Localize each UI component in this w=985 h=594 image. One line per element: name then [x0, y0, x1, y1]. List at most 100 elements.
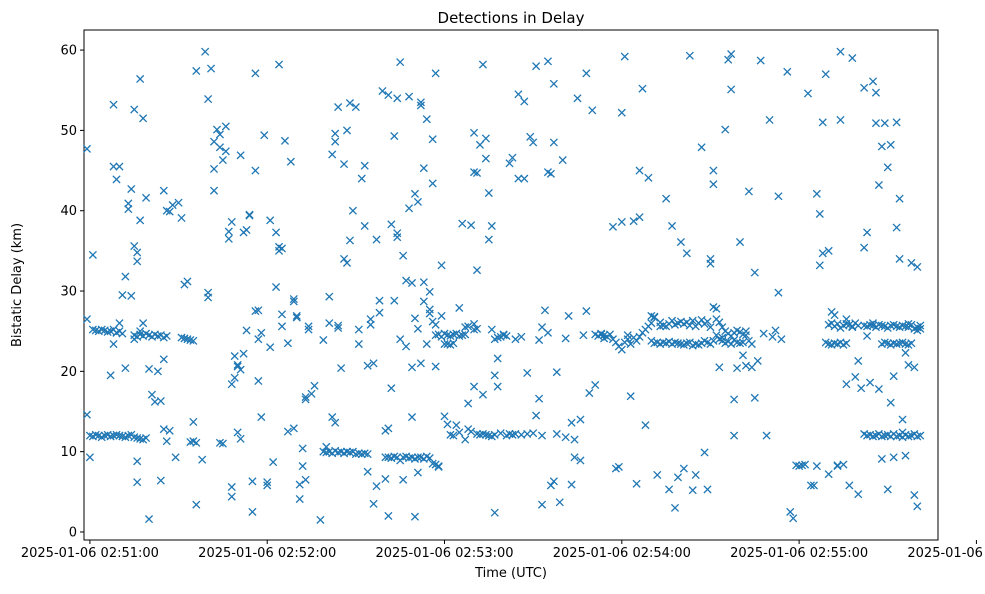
y-tick-label: 0	[69, 525, 77, 540]
data-point-marker	[561, 334, 570, 343]
data-point-marker	[402, 342, 411, 351]
data-point-marker	[431, 331, 440, 340]
data-point-marker	[667, 316, 677, 325]
data-point-marker	[283, 339, 292, 348]
data-point-marker	[676, 237, 685, 247]
data-point-marker	[496, 429, 505, 438]
data-point-marker	[543, 57, 552, 66]
data-point-marker	[815, 209, 824, 218]
data-point-marker	[304, 322, 313, 331]
data-point-marker	[106, 371, 115, 380]
data-point-marker	[375, 296, 384, 305]
data-point-marker	[635, 332, 644, 341]
data-point-marker	[523, 368, 532, 378]
data-point-marker	[617, 108, 626, 117]
data-point-marker	[750, 268, 759, 277]
data-point-marker	[458, 331, 467, 340]
data-point-marker	[901, 322, 910, 331]
data-point-marker	[620, 52, 629, 61]
y-tick-label: 60	[60, 44, 77, 59]
data-point-marker	[115, 162, 124, 171]
data-point-marker	[520, 174, 529, 183]
data-point-marker	[97, 325, 106, 334]
data-point-marker	[334, 323, 343, 333]
data-point-marker	[670, 338, 680, 347]
data-point-marker	[165, 426, 174, 435]
data-point-marker	[428, 459, 437, 468]
data-point-marker	[236, 365, 245, 374]
data-point-marker	[786, 507, 795, 516]
data-point-marker	[703, 317, 712, 326]
data-point-marker	[839, 460, 848, 469]
y-tick-label: 10	[60, 445, 77, 460]
data-point-marker	[428, 135, 437, 144]
data-point-marker	[136, 216, 145, 225]
data-point-marker	[798, 461, 807, 470]
data-point-marker	[470, 382, 479, 391]
data-point-marker	[124, 205, 133, 214]
data-point-marker	[334, 103, 343, 112]
data-point-marker	[907, 339, 916, 348]
data-point-marker	[898, 321, 907, 330]
data-point-marker	[709, 336, 718, 345]
data-point-marker	[718, 323, 727, 332]
data-point-marker	[747, 339, 756, 349]
data-point-marker	[230, 373, 239, 382]
data-point-marker	[543, 328, 552, 337]
data-point-marker	[579, 331, 588, 340]
data-point-marker	[133, 457, 142, 466]
data-point-marker	[910, 490, 919, 500]
data-markers	[82, 47, 925, 524]
data-point-marker	[750, 393, 759, 402]
data-point-marker	[738, 351, 748, 360]
data-point-marker	[295, 494, 304, 504]
data-point-marker	[342, 126, 352, 135]
data-point-marker	[727, 339, 736, 349]
data-point-marker	[393, 94, 402, 103]
data-point-marker	[425, 454, 434, 463]
data-point-marker	[325, 319, 334, 328]
data-point-marker	[455, 303, 464, 312]
data-point-marker	[109, 431, 118, 440]
data-point-marker	[741, 361, 750, 370]
data-point-marker	[360, 221, 369, 231]
data-point-marker	[236, 434, 245, 443]
data-point-marker	[272, 282, 281, 292]
data-point-marker	[201, 47, 210, 56]
data-point-marker	[233, 428, 242, 437]
data-point-marker	[632, 336, 641, 345]
data-point-marker	[215, 130, 224, 139]
data-point-marker	[665, 485, 674, 494]
data-point-marker	[552, 429, 561, 439]
data-point-marker	[570, 453, 579, 462]
data-point-marker	[591, 380, 600, 390]
data-point-marker	[248, 507, 257, 516]
data-point-marker	[82, 315, 92, 324]
data-point-marker	[177, 333, 186, 342]
data-point-marker	[771, 326, 780, 335]
data-point-marker	[204, 95, 213, 104]
data-point-marker	[883, 485, 892, 494]
data-point-marker	[366, 315, 375, 324]
data-point-marker	[289, 297, 298, 306]
data-point-marker	[721, 125, 730, 134]
data-point-marker	[845, 481, 854, 490]
data-point-marker	[458, 219, 467, 228]
data-point-marker	[369, 499, 378, 508]
data-point-marker	[215, 438, 224, 447]
data-point-marker	[295, 480, 304, 489]
data-point-marker	[91, 430, 100, 439]
data-point-marker	[703, 485, 712, 494]
data-point-marker	[159, 186, 168, 195]
data-point-marker	[626, 392, 635, 401]
data-point-marker	[174, 198, 183, 207]
data-point-marker	[375, 308, 384, 317]
data-point-marker	[277, 322, 287, 331]
data-point-marker	[331, 129, 340, 138]
data-point-marker	[688, 316, 697, 325]
data-point-marker	[192, 438, 201, 447]
data-point-marker	[263, 478, 272, 487]
data-point-marker	[709, 166, 718, 175]
data-point-marker	[449, 339, 458, 348]
